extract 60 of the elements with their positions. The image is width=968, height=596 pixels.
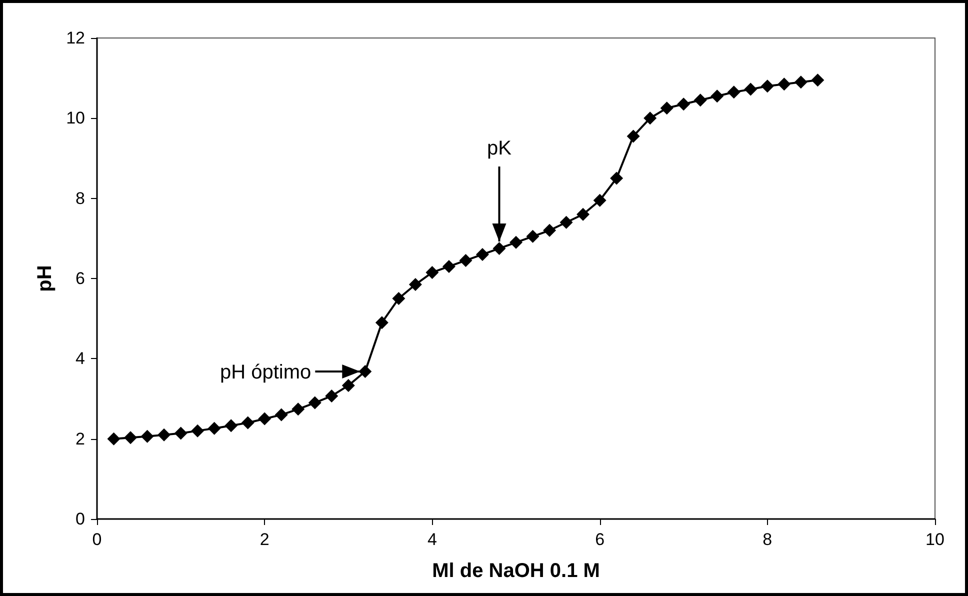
point (258, 412, 272, 426)
point (526, 230, 540, 243)
point (510, 236, 522, 249)
point (576, 208, 590, 221)
point (342, 379, 355, 392)
point (241, 416, 254, 430)
point (459, 254, 472, 267)
point (727, 86, 740, 99)
point (794, 76, 808, 89)
y-tick-label: 6 (76, 269, 85, 288)
point (492, 242, 506, 255)
point (476, 248, 489, 261)
x-axis-title: Ml de NaOH 0.1 M (432, 560, 600, 582)
point (274, 408, 288, 422)
annotation: pK (487, 137, 512, 160)
x-tick-label: 4 (427, 530, 437, 549)
y-tick-label: 10 (66, 108, 85, 128)
point (644, 112, 657, 125)
point (375, 316, 388, 330)
point (710, 90, 724, 103)
point (392, 292, 406, 306)
annotation: pH óptimo (220, 361, 312, 384)
point (174, 426, 188, 440)
point (811, 74, 824, 87)
point (124, 431, 138, 444)
point (140, 430, 154, 443)
point (660, 102, 674, 115)
y-tick-label: 2 (76, 429, 85, 448)
y-tick-label: 4 (76, 349, 85, 368)
y-tick-label: 8 (76, 188, 85, 208)
point (208, 422, 221, 435)
point (560, 216, 573, 229)
x-tick-label: 8 (762, 530, 772, 549)
x-tick-label: 6 (595, 530, 605, 549)
x-tick-label: 0 (92, 530, 102, 549)
point (224, 419, 238, 432)
point (292, 402, 305, 416)
point (408, 278, 422, 292)
point (760, 80, 774, 93)
y-tick-label: 12 (66, 28, 85, 48)
point (325, 389, 338, 402)
y-tick-label: 0 (76, 510, 85, 528)
point (610, 172, 624, 185)
point (358, 364, 372, 378)
point (308, 396, 322, 410)
x-tick-label: 10 (926, 530, 944, 549)
point (694, 94, 707, 107)
x-tick-label: 2 (260, 530, 270, 549)
point (426, 266, 439, 279)
point (593, 194, 606, 207)
point (744, 82, 758, 96)
point (158, 428, 171, 442)
point (191, 424, 204, 438)
y-axis-title: pH (34, 265, 56, 292)
point (442, 260, 456, 273)
point (626, 130, 640, 143)
point (778, 78, 791, 91)
point (677, 98, 690, 111)
point (107, 432, 120, 446)
point (543, 224, 556, 237)
